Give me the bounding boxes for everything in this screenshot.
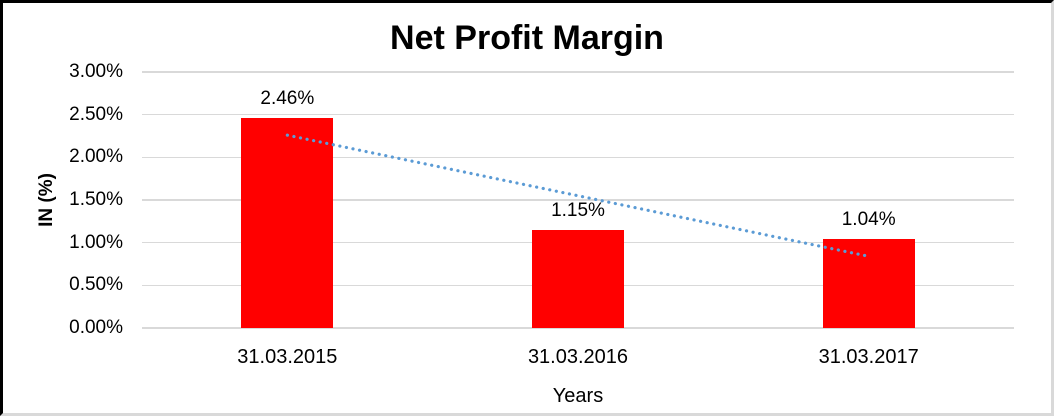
- y-tick-label: 1.50%: [69, 189, 123, 210]
- y-tick-label: 3.00%: [69, 61, 123, 82]
- y-tick-label: 2.00%: [69, 146, 123, 168]
- bar-value-label: 1.04%: [841, 209, 896, 231]
- x-tick-label: 31.03.2015: [237, 346, 338, 368]
- x-tick-label: 31.03.2016: [527, 346, 629, 368]
- x-tick-label: 31.03.2017: [818, 346, 919, 368]
- y-tick-label: 1.00%: [69, 231, 123, 253]
- bar-value-label: 1.15%: [551, 199, 605, 221]
- y-tick-label: 0.50%: [69, 274, 123, 296]
- chart-title: Net Profit Margin: [390, 19, 664, 57]
- bar-31.03.2016: [532, 229, 624, 328]
- bar-31.03.2015: [241, 118, 334, 328]
- y-tick-label: 0.00%: [69, 317, 123, 338]
- gridline: [142, 71, 1014, 73]
- bar-value-label: 2.46%: [260, 88, 315, 110]
- bar-31.03.2017: [822, 239, 915, 328]
- y-tick-label: 2.50%: [69, 103, 123, 125]
- gridline: [142, 113, 1014, 116]
- x-axis-title: Years: [552, 385, 604, 407]
- gridline: [142, 327, 1014, 329]
